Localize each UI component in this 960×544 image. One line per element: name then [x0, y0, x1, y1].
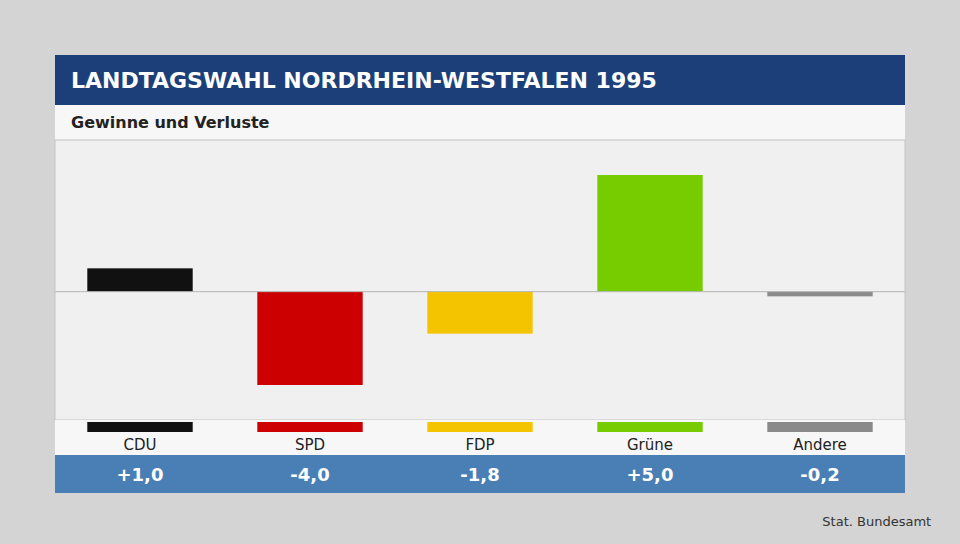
background: [0, 0, 960, 544]
subtitle: Gewinne und Verluste: [71, 113, 270, 132]
bar: [767, 292, 872, 297]
bar: [257, 292, 362, 385]
category-swatch: [257, 422, 362, 432]
value-label: +5,0: [627, 464, 674, 485]
category-bar: [55, 420, 905, 455]
category-swatch: [767, 422, 872, 432]
category-label: SPD: [295, 436, 325, 454]
category-label: FDP: [465, 436, 494, 454]
value-label: -4,0: [290, 464, 329, 485]
subtitle-bar: [55, 105, 905, 140]
plot-background: [55, 140, 905, 420]
category-swatch: [87, 422, 192, 432]
value-label: -1,8: [460, 464, 499, 485]
category-label: CDU: [123, 436, 156, 454]
bar: [87, 268, 192, 291]
value-label: -0,2: [800, 464, 839, 485]
source: Stat. Bundesamt: [822, 514, 931, 529]
chart: LANDTAGSWAHL NORDRHEIN-WESTFALEN 1995 Gew…: [0, 0, 960, 544]
category-label: Andere: [793, 436, 847, 454]
bar: [597, 175, 702, 292]
plot-marks: [55, 175, 905, 385]
zero-line: [55, 291, 905, 292]
plot-frame: [55, 140, 905, 420]
footer-bar: [55, 455, 905, 493]
category-label: Grüne: [627, 436, 673, 454]
value-label: +1,0: [117, 464, 164, 485]
category-swatch: [427, 422, 532, 432]
category-swatch: [597, 422, 702, 432]
bar: [427, 292, 532, 334]
title: LANDTAGSWAHL NORDRHEIN-WESTFALEN 1995: [71, 68, 657, 93]
title-bar: [55, 55, 905, 105]
